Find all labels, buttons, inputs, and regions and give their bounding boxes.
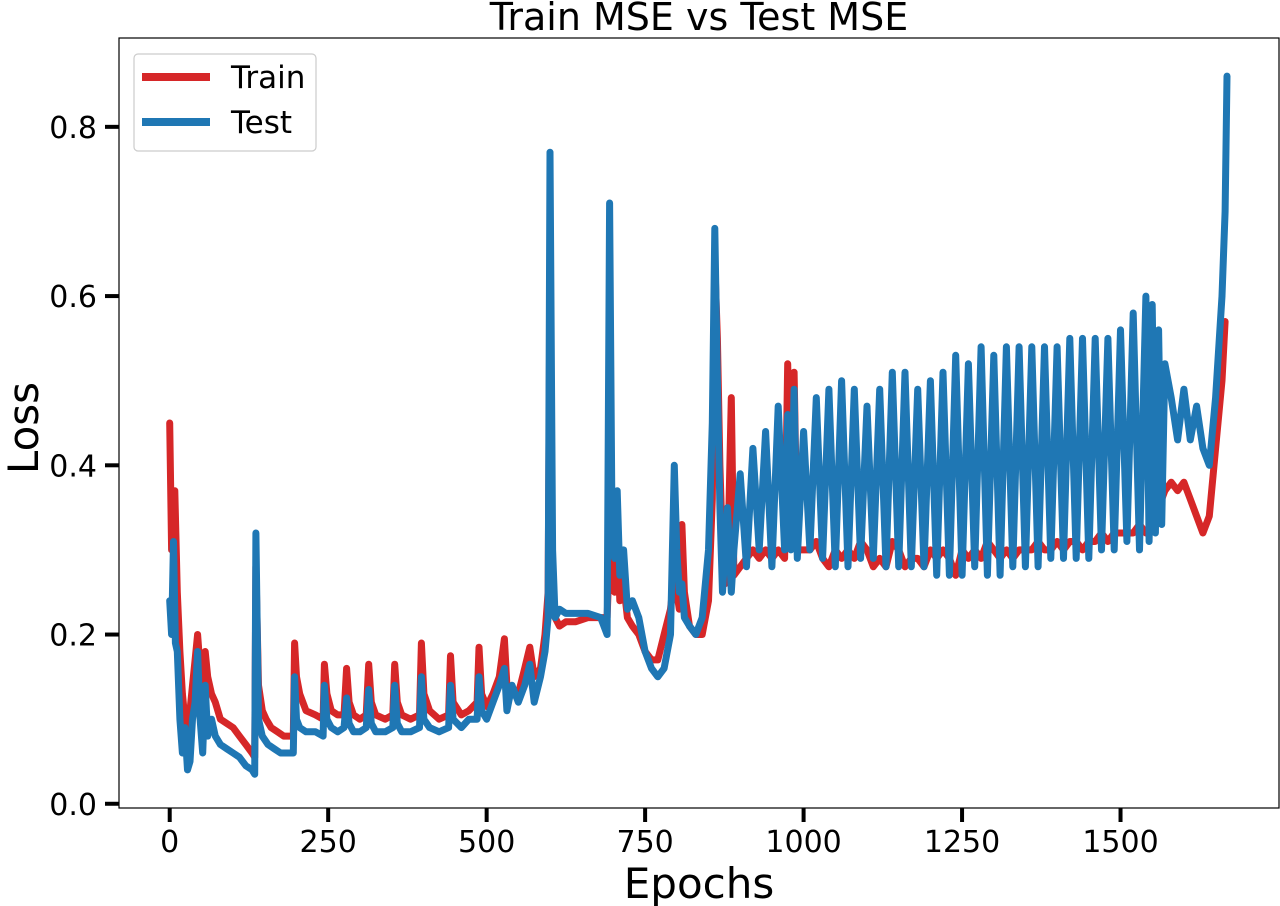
x-tick-label: 0 [160,825,179,860]
y-axis-label: Loss [0,382,48,474]
plot-lines [166,72,1231,778]
x-tick-label: 750 [616,825,673,860]
x-tick-label: 500 [458,825,515,860]
x-axis-label: Epochs [624,859,775,906]
legend-label-test: Test [230,105,292,141]
legend-label-train: Train [230,60,305,96]
x-tick-label: 250 [300,825,357,860]
y-tick-label: 0.4 [49,449,97,484]
legend: Train Test [133,53,317,152]
x-axis: 0 250 500 750 1000 1250 1500 [160,808,1159,860]
y-axis: 0.0 0.2 0.4 0.6 0.8 [49,111,119,823]
x-tick-label: 1000 [765,825,841,860]
y-tick-label: 0.6 [49,280,97,315]
plot-frame [118,37,1280,809]
series-line-test [166,72,1231,778]
y-tick-label: 0.2 [49,619,97,654]
y-tick-label: 0.0 [49,788,97,823]
x-tick-label: 1500 [1082,825,1158,860]
x-tick-label: 1250 [924,825,1000,860]
chart-title: Train MSE vs Test MSE [489,0,908,39]
y-tick-label: 0.8 [49,111,97,146]
